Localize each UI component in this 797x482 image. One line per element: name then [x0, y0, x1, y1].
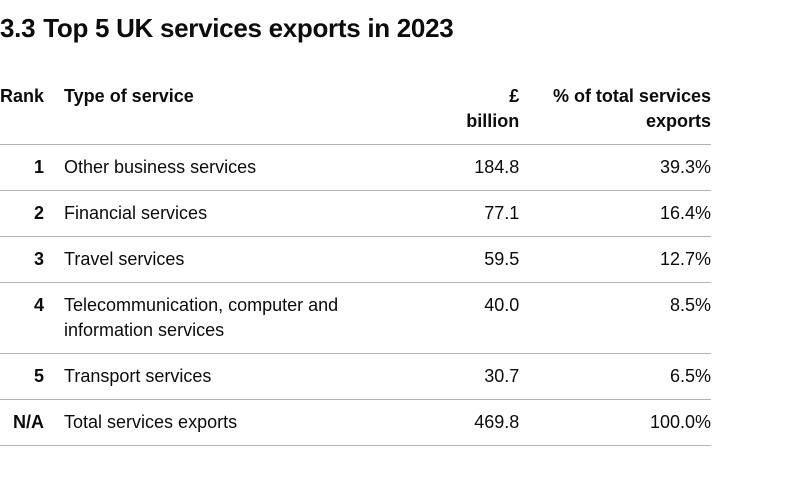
cell-value: 469.8: [412, 399, 520, 446]
table-header-row: Rank Type of service £ billion % of tota…: [0, 82, 711, 145]
cell-rank: 1: [0, 144, 45, 191]
header-value-line2: billion: [466, 111, 520, 131]
header-percent-line2: exports: [645, 111, 711, 131]
table-row: 2 Financial services 77.1 16.4%: [0, 190, 711, 237]
cell-type-line2: information services: [64, 320, 225, 340]
cell-value: 77.1: [412, 190, 520, 237]
table-row: 4 Telecommunication, computer and inform…: [0, 282, 711, 354]
header-percent: % of total services exports: [519, 82, 711, 145]
header-percent-line1: % of total services: [552, 86, 711, 106]
cell-type: Transport services: [44, 353, 413, 400]
cell-type: Telecommunication, computer and informat…: [44, 282, 413, 354]
table-row: 5 Transport services 30.7 6.5%: [0, 353, 711, 400]
cell-type: Other business services: [44, 144, 413, 191]
cell-percent: 6.5%: [519, 353, 711, 400]
cell-percent: 39.3%: [519, 144, 711, 191]
header-type-of-service: Type of service: [44, 82, 413, 145]
header-rank: Rank: [0, 82, 45, 145]
cell-value: 184.8: [412, 144, 520, 191]
cell-type: Travel services: [44, 236, 413, 283]
services-exports-table: Rank Type of service £ billion % of tota…: [0, 82, 711, 446]
cell-value: 30.7: [412, 353, 520, 400]
cell-rank: 4: [0, 282, 45, 354]
cell-rank: N/A: [0, 399, 45, 446]
cell-type: Total services exports: [44, 399, 413, 446]
cell-percent: 16.4%: [519, 190, 711, 237]
cell-rank: 3: [0, 236, 45, 283]
table-row: 3 Travel services 59.5 12.7%: [0, 236, 711, 283]
cell-percent: 100.0%: [519, 399, 711, 446]
cell-type-line1: Telecommunication, computer and: [64, 295, 339, 315]
header-value: £ billion: [412, 82, 520, 145]
cell-percent: 8.5%: [519, 282, 711, 354]
table-row-total: N/A Total services exports 469.8 100.0%: [0, 399, 711, 446]
cell-rank: 5: [0, 353, 45, 400]
table-row: 1 Other business services 184.8 39.3%: [0, 144, 711, 191]
cell-rank: 2: [0, 190, 45, 237]
section-heading: 3.3 Top 5 UK services exports in 2023: [0, 13, 454, 44]
section-title: Top 5 UK services exports in 2023: [43, 13, 454, 43]
section-number: 3.3: [0, 13, 36, 43]
cell-value: 40.0: [412, 282, 520, 354]
header-value-line1: £: [509, 86, 520, 106]
cell-percent: 12.7%: [519, 236, 711, 283]
cell-value: 59.5: [412, 236, 520, 283]
cell-type: Financial services: [44, 190, 413, 237]
